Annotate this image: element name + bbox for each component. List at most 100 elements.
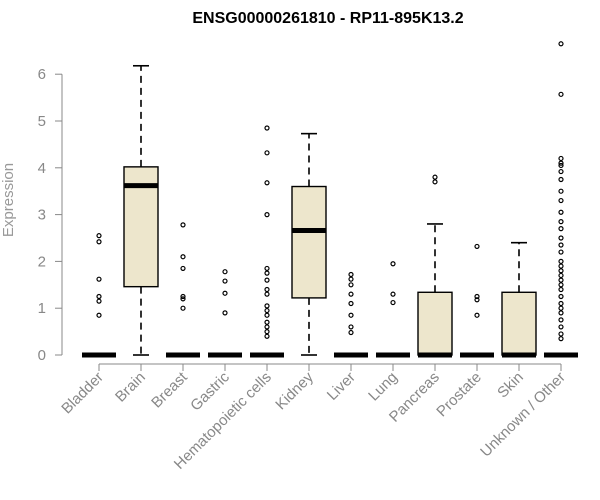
outlier-point — [390, 261, 396, 267]
outlier-point — [558, 235, 564, 241]
outlier-point — [264, 125, 270, 131]
outlier-point — [264, 286, 270, 293]
x-tick-label: Brain — [112, 369, 149, 406]
outlier-point — [180, 265, 186, 272]
y-tick-label: 3 — [38, 207, 46, 224]
outlier-point — [558, 219, 564, 225]
outlier-point — [558, 209, 564, 215]
box-10 — [501, 291, 537, 356]
outlier-point — [348, 312, 354, 318]
outlier-point — [558, 272, 564, 279]
x-tick-label: Liver — [324, 369, 359, 404]
outlier-point — [222, 269, 228, 275]
box-8 — [417, 291, 453, 356]
outlier-point — [264, 180, 270, 186]
x-tick-label: Skin — [494, 369, 527, 402]
outlier-point — [96, 239, 102, 245]
outlier-point — [96, 293, 102, 300]
outlier-point — [96, 233, 102, 239]
outlier-point — [180, 296, 186, 302]
outlier-point — [264, 270, 270, 276]
x-tick-label: Prostate — [433, 369, 485, 421]
outlier-point — [264, 329, 270, 335]
outlier-point — [558, 197, 564, 204]
outlier-point — [222, 310, 228, 316]
outlier-point — [558, 226, 564, 232]
outlier-point — [348, 276, 354, 282]
outlier-point — [96, 276, 102, 282]
outlier-point — [558, 263, 564, 269]
outlier-point — [558, 162, 564, 169]
outlier-point — [558, 91, 564, 97]
outlier-point — [180, 305, 186, 311]
outlier-point — [264, 212, 270, 218]
y-axis-label: Expression — [0, 163, 17, 237]
outlier-point — [222, 290, 228, 296]
outlier-point — [558, 317, 564, 323]
outlier-point — [474, 243, 480, 250]
outlier-point — [264, 319, 270, 325]
outlier-point — [558, 268, 564, 274]
outlier-point — [390, 291, 396, 297]
outlier-point — [474, 312, 480, 318]
outlier-point — [432, 174, 438, 180]
outlier-point — [558, 41, 564, 47]
outlier-point — [264, 277, 270, 283]
outlier-point — [558, 324, 564, 330]
outlier-point — [558, 293, 564, 300]
y-tick-label: 1 — [38, 300, 46, 317]
y-tick-label: 4 — [38, 160, 46, 177]
outlier-point — [348, 324, 354, 330]
x-tick-label: Kidney — [272, 368, 317, 413]
x-tick-label: Breast — [148, 368, 191, 411]
outlier-point — [264, 324, 270, 330]
outlier-point — [96, 312, 102, 318]
outlier-point — [474, 297, 480, 303]
outlier-point — [558, 188, 564, 194]
outlier-point — [432, 179, 438, 185]
outlier-point — [558, 155, 564, 162]
outlier-point — [558, 160, 564, 166]
outlier-point — [558, 277, 564, 283]
outlier-point — [264, 291, 270, 297]
outlier-point — [180, 293, 186, 300]
outlier-point — [264, 307, 270, 314]
chart-title: ENSG00000261810 - RP11-895K13.2 — [192, 10, 463, 27]
outlier-point — [348, 271, 354, 278]
outlier-point — [558, 300, 564, 307]
x-tick-label: Bladder — [58, 369, 107, 418]
outlier-point — [264, 333, 270, 339]
outlier-point — [264, 265, 270, 272]
outlier-point — [558, 176, 564, 183]
outlier-point — [222, 278, 228, 284]
outlier-point — [264, 312, 270, 318]
outlier-point — [558, 336, 564, 342]
y-tick-label: 6 — [38, 66, 46, 83]
y-tick-label: 2 — [38, 253, 46, 270]
outlier-point — [264, 150, 270, 156]
outlier-point — [558, 331, 564, 337]
outlier-point — [390, 299, 396, 306]
outlier-point — [558, 168, 564, 175]
outlier-point — [264, 303, 270, 309]
outlier-point — [558, 258, 564, 264]
outlier-point — [348, 291, 354, 297]
outlier-point — [558, 286, 564, 293]
x-tick-label: Lung — [365, 369, 401, 405]
outlier-point — [348, 329, 354, 336]
outlier-point — [558, 242, 564, 248]
y-tick-label: 0 — [38, 347, 46, 364]
outlier-point — [558, 305, 564, 311]
y-tick-label: 5 — [38, 113, 46, 130]
outlier-point — [558, 310, 564, 316]
outlier-point — [558, 282, 564, 288]
outlier-point — [558, 249, 564, 255]
outlier-point — [348, 282, 354, 288]
box-5 — [291, 185, 327, 299]
outlier-point — [348, 300, 354, 307]
outlier-point — [180, 222, 186, 228]
outlier-point — [96, 298, 102, 304]
outlier-point — [180, 254, 186, 260]
